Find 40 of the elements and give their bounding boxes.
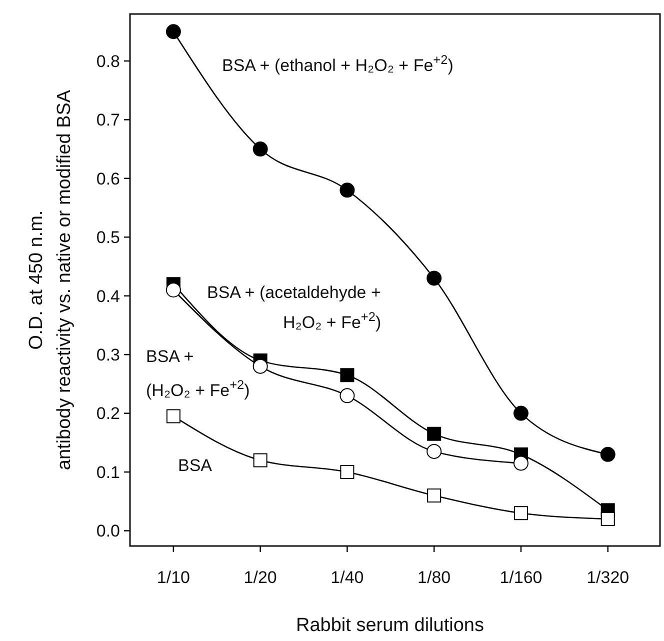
x-tick-label: 1/40	[330, 568, 364, 587]
series-label: BSA + (acetaldehyde + H₂O₂ + Fe$^{+2}$)	[207, 283, 382, 332]
x-tick-label: 1/160	[500, 568, 542, 587]
y-tick-label: 0.8	[96, 52, 120, 71]
y-tick-label: 0.4	[96, 286, 120, 306]
point	[600, 512, 615, 526]
y-tick-label: 0.2	[96, 404, 120, 424]
x-tick-label: 1/10	[156, 568, 190, 587]
point	[427, 488, 442, 502]
y-tick-label: 0.0	[96, 522, 120, 541]
x-tick-label: 1/20	[244, 568, 277, 587]
point	[166, 282, 181, 298]
point	[166, 409, 180, 424]
point	[340, 368, 354, 382]
y-tick-label: 0.1	[96, 462, 120, 482]
point	[166, 24, 181, 40]
point	[340, 465, 354, 480]
series-label: BSA	[178, 456, 213, 475]
point	[426, 444, 442, 459]
point	[253, 453, 268, 468]
series-label: BSA + (H₂O₂ + Fe$^{+2}$)	[146, 347, 250, 400]
point	[600, 446, 616, 462]
y-tick-label: 0.7	[96, 110, 120, 130]
point	[340, 182, 355, 198]
y-axis-title: O.D. at 450 n.m. antibody reactivity vs. native or modified BSA	[26, 90, 75, 470]
point	[426, 270, 442, 286]
y-tick-label: 0.6	[96, 169, 120, 188]
point	[513, 456, 528, 471]
point	[252, 142, 268, 157]
y-tick-label: 0.3	[96, 346, 120, 365]
x-tick-label: 1/80	[418, 568, 451, 587]
point	[514, 506, 528, 520]
point	[427, 426, 442, 441]
point	[340, 388, 355, 404]
point	[252, 358, 268, 374]
point	[513, 406, 528, 421]
x-axis-title: Rabbit serum dilutions	[296, 615, 484, 636]
series-label: BSA + (ethanol + H₂O₂ + Fe$^{+2}$)	[222, 52, 454, 75]
x-tick-label: 1/320	[586, 568, 630, 587]
y-tick-label: 0.5	[96, 228, 120, 248]
